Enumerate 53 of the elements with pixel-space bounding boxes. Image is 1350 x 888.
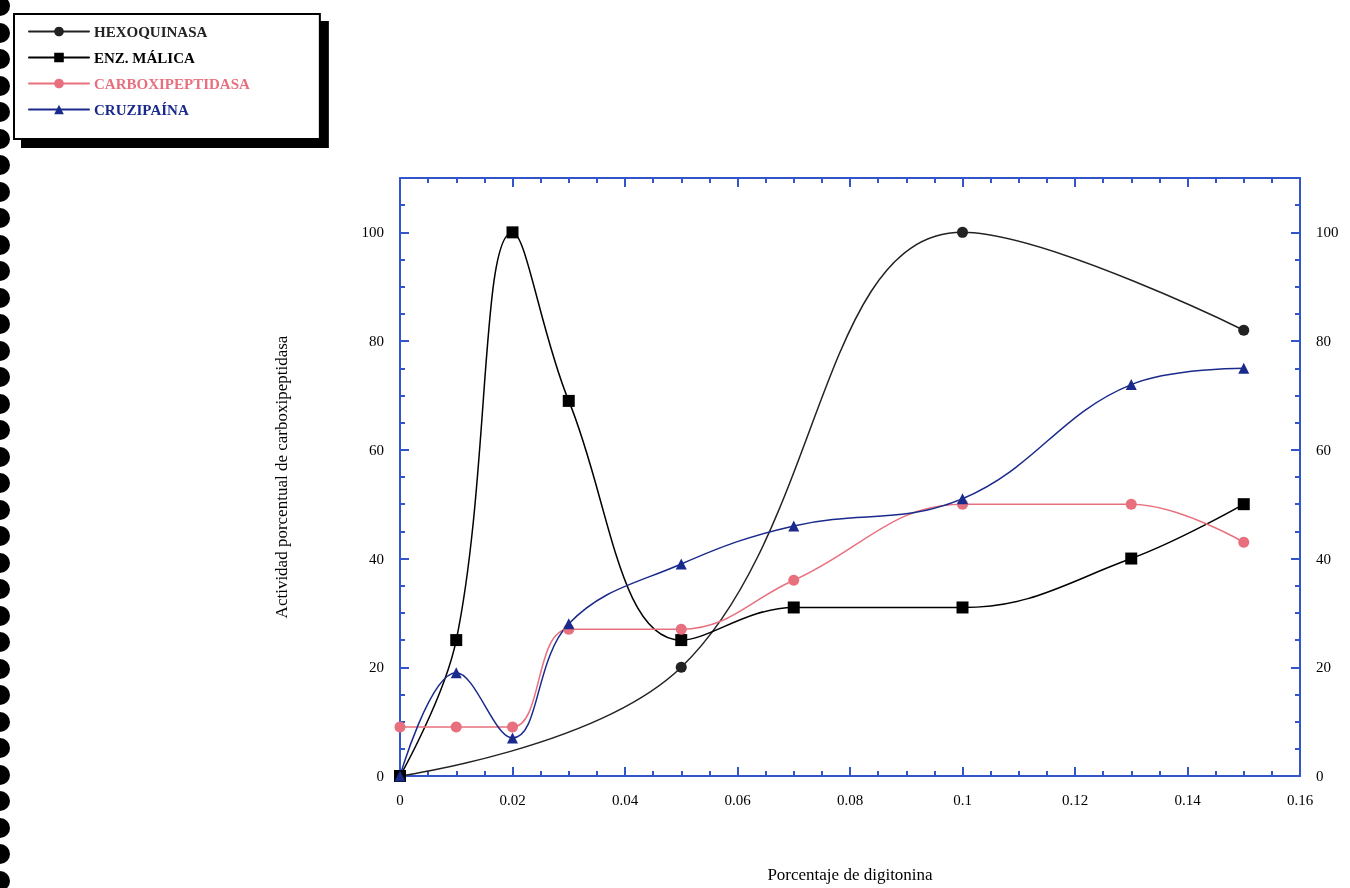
point bbox=[506, 226, 519, 239]
y2-tick-label: 40 bbox=[1316, 550, 1331, 567]
x-tick-label: 0.16 bbox=[1286, 791, 1314, 808]
legend-label: CARBOXIPEPTIDASA bbox=[94, 75, 251, 92]
point bbox=[788, 574, 800, 586]
point bbox=[562, 394, 575, 407]
y-tick-label: 60 bbox=[369, 441, 384, 458]
y2-tick-label: 100 bbox=[1316, 224, 1339, 241]
point bbox=[957, 493, 968, 505]
point bbox=[788, 520, 800, 532]
x-tick-label: 0.06 bbox=[724, 791, 752, 808]
x-tick-label: 0.12 bbox=[1061, 791, 1089, 808]
y-tick-label: 20 bbox=[369, 659, 384, 676]
point bbox=[450, 667, 462, 679]
point bbox=[956, 601, 969, 614]
point bbox=[450, 634, 463, 647]
point bbox=[507, 721, 518, 733]
point bbox=[1238, 362, 1250, 374]
point bbox=[563, 618, 575, 630]
point bbox=[1238, 536, 1250, 548]
point bbox=[675, 558, 687, 570]
y2-tick-label: 20 bbox=[1316, 659, 1331, 676]
y-tick-label: 80 bbox=[369, 333, 384, 350]
x-tick-label: 0.14 bbox=[1174, 791, 1202, 808]
point bbox=[507, 732, 518, 744]
point bbox=[1125, 552, 1138, 565]
point bbox=[1238, 324, 1250, 336]
legend-label: CRUZIPAÍNA bbox=[94, 101, 189, 118]
x-axis-title: Porcentaje de digitonina bbox=[767, 865, 934, 884]
y-axis-title: Actividad porcentual de carboxipeptidasa bbox=[272, 335, 291, 619]
x-tick-label: 0 bbox=[396, 791, 404, 808]
point bbox=[394, 721, 406, 733]
x-tick-label: 0.04 bbox=[611, 791, 639, 808]
point bbox=[787, 601, 800, 614]
y2-tick-label: 0 bbox=[1316, 768, 1324, 784]
y-tick-label: 0 bbox=[376, 768, 384, 784]
x-tick-label: 0.1 bbox=[953, 791, 972, 808]
y-tick-label: 100 bbox=[361, 224, 384, 241]
point bbox=[675, 623, 687, 635]
y-tick-label: 40 bbox=[369, 550, 384, 567]
point bbox=[1237, 498, 1250, 511]
point bbox=[1125, 498, 1137, 510]
point bbox=[675, 634, 688, 647]
y2-tick-label: 80 bbox=[1316, 333, 1331, 350]
legend-label: ENZ. MÁLICA bbox=[94, 49, 196, 66]
x-tick-label: 0.02 bbox=[499, 791, 526, 808]
point bbox=[1125, 379, 1137, 391]
point bbox=[957, 226, 968, 238]
x-tick-label: 0.08 bbox=[836, 791, 864, 808]
y2-tick-label: 60 bbox=[1316, 441, 1331, 458]
legend-label: HEXOQUINASA bbox=[94, 23, 208, 40]
point bbox=[450, 721, 462, 733]
point bbox=[675, 661, 687, 673]
